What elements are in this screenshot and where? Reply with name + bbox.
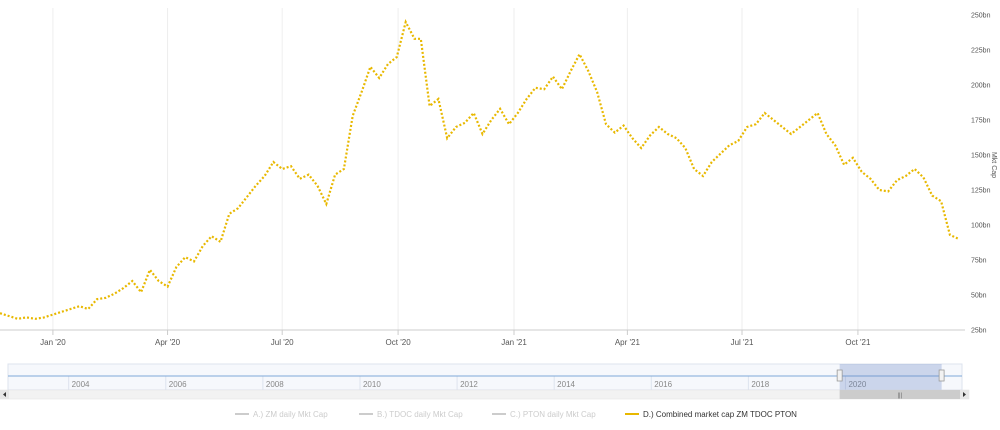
legend-label: D.) Combined market cap ZM TDOC PTON — [643, 410, 797, 419]
navigator-year-label: 2016 — [654, 380, 672, 389]
legend-label: C.) PTON daily Mkt Cap — [510, 410, 596, 419]
scrollbar-track[interactable] — [0, 389, 970, 400]
legend-label: A.) ZM daily Mkt Cap — [253, 410, 328, 419]
x-tick-label: Jul '20 — [271, 338, 294, 347]
x-tick-label: Apr '21 — [615, 338, 641, 347]
scrollbar-thumb[interactable] — [839, 390, 960, 399]
y-tick-label: 225bn — [971, 48, 991, 55]
navigator-year-label: 2018 — [751, 380, 769, 389]
x-tick-label: Oct '20 — [386, 338, 412, 347]
navigator-year-label: 2006 — [169, 380, 187, 389]
y-tick-label: 125bn — [971, 188, 991, 195]
scrollbar-grip-icon: ||| — [897, 393, 902, 399]
legend-label: B.) TDOC daily Mkt Cap — [377, 410, 463, 419]
x-tick-label: Apr '20 — [155, 338, 181, 347]
legend-item[interactable]: D.) Combined market cap ZM TDOC PTON — [625, 410, 797, 419]
navigator-year-grid: 2004 2006 2008 2010 2012 2014 2016 2018 2020 — [68, 376, 867, 390]
navigator-year-label: 2012 — [460, 380, 478, 389]
navigator-year-label: 2020 — [848, 380, 866, 389]
navigator-selected-range[interactable] — [839, 364, 942, 390]
navigator-year-label: 2004 — [72, 380, 90, 389]
legend-item[interactable]: A.) ZM daily Mkt Cap — [235, 410, 328, 419]
x-tick-label: Jan '20 — [40, 338, 66, 347]
navigator-background — [7, 363, 963, 391]
legend: A.) ZM daily Mkt Cap B.) TDOC daily Mkt C… — [235, 410, 797, 419]
legend-item[interactable]: C.) PTON daily Mkt Cap — [492, 410, 596, 419]
y-tick-label: 100bn — [971, 223, 991, 230]
navigator-handle-left[interactable] — [836, 369, 843, 382]
y-tick-label: 175bn — [971, 118, 991, 125]
y-axis-ticks: 25bn 50bn 75bn 100bn 125bn 150bn 175bn 200bn 225… — [971, 13, 991, 335]
x-tick-label: Jan '21 — [501, 338, 527, 347]
navigator-handle-right[interactable] — [938, 369, 945, 382]
y-tick-label: 25bn — [971, 328, 987, 335]
chevron-left-icon — [3, 392, 6, 397]
y-axis-title: Mkt Cap — [990, 152, 997, 178]
navigator-scrollbar[interactable]: ||| — [0, 389, 970, 400]
chevron-right-icon — [963, 392, 966, 397]
y-tick-label: 150bn — [971, 153, 991, 160]
vertical-grid — [52, 8, 859, 330]
x-axis-ticks: Jan '20 Apr '20 Jul '20 Oct '20 Jan '21 Apr '… — [40, 330, 871, 347]
y-tick-label: 250bn — [971, 13, 991, 20]
navigator-year-label: 2014 — [557, 380, 575, 389]
navigator[interactable]: 2004 2006 2008 2010 2012 2014 2016 2018 2020 — [7, 363, 963, 391]
x-tick-label: Oct '21 — [845, 338, 871, 347]
legend-item[interactable]: B.) TDOC daily Mkt Cap — [359, 410, 463, 419]
navigator-year-label: 2008 — [266, 380, 284, 389]
y-tick-label: 200bn — [971, 83, 991, 90]
y-tick-label: 75bn — [971, 258, 987, 265]
x-tick-label: Jul '21 — [731, 338, 754, 347]
navigator-year-label: 2010 — [363, 380, 381, 389]
y-tick-label: 50bn — [971, 293, 987, 300]
